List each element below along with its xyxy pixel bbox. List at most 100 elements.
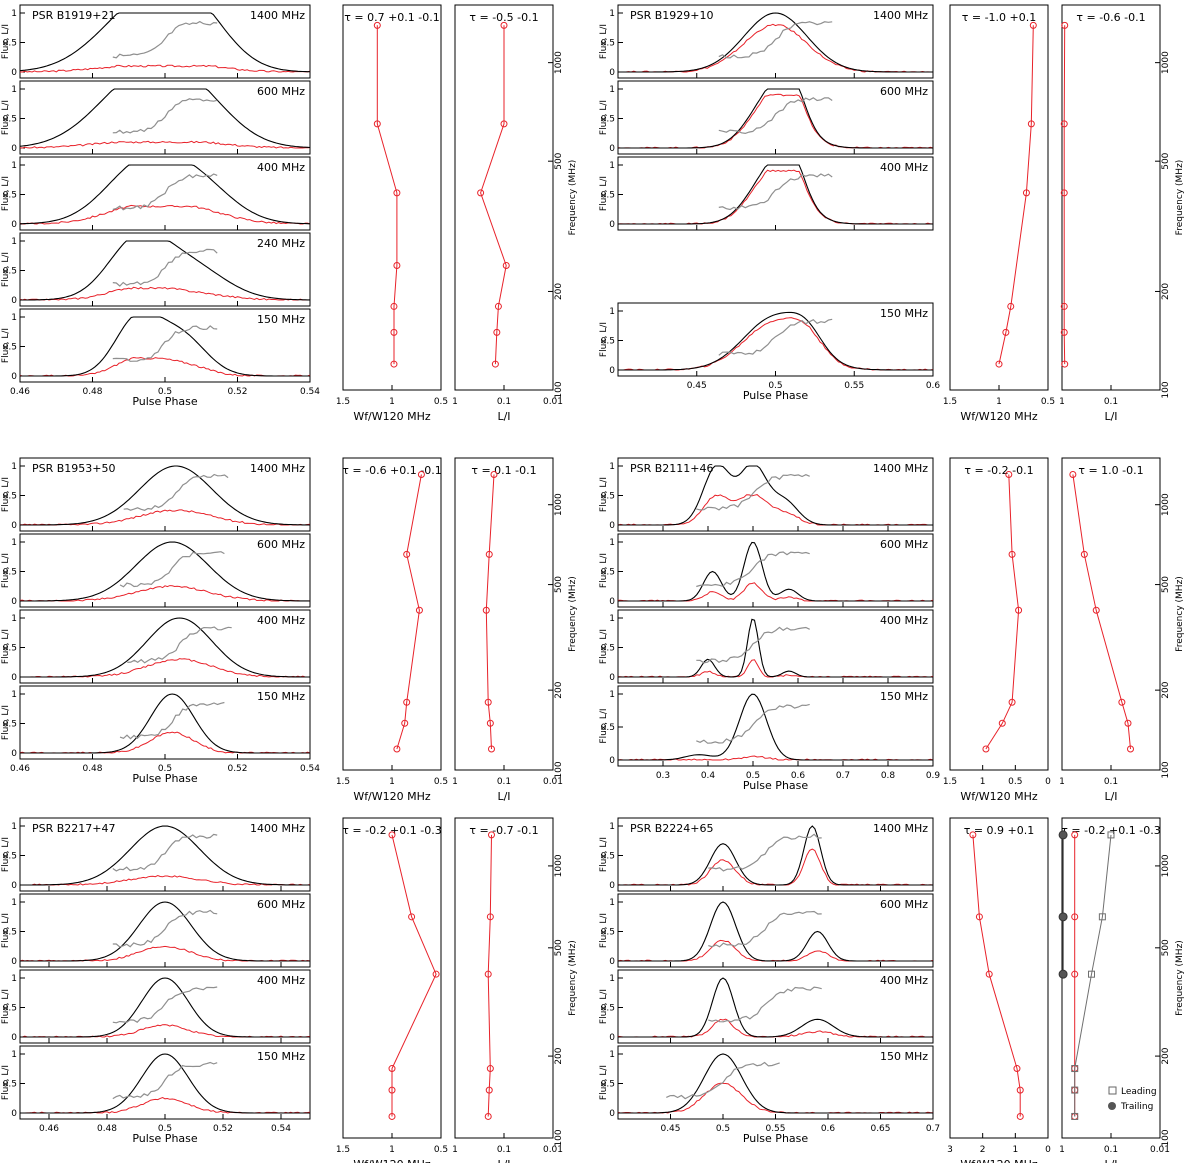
width-series-point	[1013, 1065, 1021, 1073]
y-tick-label: 0.5	[3, 115, 17, 125]
y-tick-label: 0.5	[601, 492, 615, 502]
lfrac-series-point	[487, 831, 495, 839]
lfrac-series-point	[484, 1112, 492, 1120]
y-tick-label: 0	[11, 881, 17, 891]
freq-tick-label: 200	[554, 681, 564, 698]
width-series-point	[417, 470, 425, 478]
pa-swing-line	[708, 910, 822, 948]
pa-swing-line	[112, 986, 218, 1024]
pa-swing-line	[696, 473, 810, 511]
y-tick-label: 1	[11, 898, 17, 908]
trailing-series-point	[1058, 830, 1068, 840]
x-tick-label: 0.52	[213, 1124, 233, 1134]
flux-axis-label: Flux, L/I	[599, 24, 609, 59]
y-tick-label: 0	[609, 68, 615, 78]
width-tick-label: 0	[1045, 1145, 1051, 1155]
linear-profile-line	[19, 945, 311, 962]
x-tick-label: 0.55	[844, 381, 864, 391]
x-tick-label: 0.7	[836, 771, 850, 781]
lfrac-series-point	[484, 698, 492, 706]
freq-tick-label: 200	[1161, 681, 1171, 698]
width-series-point	[408, 913, 416, 921]
pa-swing-line	[112, 833, 218, 872]
width-series-point	[393, 262, 401, 270]
freq-tick-label: 100	[554, 1129, 564, 1146]
width-series-point	[373, 120, 381, 128]
linear-profile-line	[19, 286, 310, 301]
y-tick-label: 1	[609, 614, 615, 624]
total-intensity-line	[618, 977, 933, 1038]
lfrac-tick-label: 1	[452, 1145, 458, 1155]
pulsar-name: PSR B1929+10	[630, 9, 714, 22]
y-tick-label: 0.5	[601, 39, 615, 49]
width-tick-label: 3	[947, 1145, 953, 1155]
legend-trailing-label: Trailing	[1120, 1102, 1153, 1112]
width-series-point	[985, 970, 993, 978]
lfrac-series-point	[1071, 970, 1079, 978]
freq-tick-label: 500	[1161, 152, 1171, 169]
pa-swing-line	[112, 325, 218, 362]
flux-axis-label: Flux, L/I	[599, 708, 609, 743]
total-intensity-line	[20, 316, 310, 377]
lfrac-series-point	[500, 21, 508, 29]
profile-frame	[617, 533, 934, 608]
frequency-label: 240 MHz	[257, 237, 305, 250]
y-tick-label: 0	[11, 296, 17, 306]
lfrac-series-point	[484, 970, 492, 978]
y-tick-label: 0	[609, 220, 615, 230]
frequency-label: 400 MHz	[257, 614, 305, 627]
flux-axis-label: Flux, L/I	[1, 24, 11, 59]
pa-swing-line	[708, 833, 822, 872]
x-tick-label: 0.5	[746, 771, 760, 781]
freq-tick-label: 100	[554, 761, 564, 778]
frequency-label: 150 MHz	[257, 690, 305, 703]
lfrac-series-point	[1071, 913, 1079, 921]
pulse-phase-label: Pulse Phase	[132, 1132, 198, 1145]
x-tick-label: 0.46	[10, 764, 30, 774]
width-series-point	[975, 913, 983, 921]
width-tick-label: 1	[980, 777, 986, 787]
lfrac-series-point	[1060, 120, 1068, 128]
linear-profile-line	[617, 1082, 934, 1114]
pa-swing-line	[708, 986, 822, 1023]
y-tick-label: 0	[11, 749, 17, 759]
total-intensity-line	[20, 825, 310, 886]
pulsar-name: PSR B1953+50	[32, 462, 116, 475]
width-series-point	[1008, 550, 1016, 558]
flux-axis-label: Flux, L/I	[1, 252, 11, 287]
y-tick-label: 0	[609, 957, 615, 967]
width-series-point	[390, 360, 398, 368]
width-axis-label: Wf/W120 MHz	[353, 410, 431, 423]
lfrac-axis-label: L/I	[1104, 410, 1117, 423]
profile-frame	[617, 685, 934, 767]
freq-tick-label: 1000	[1161, 493, 1171, 516]
width-series-point	[388, 1065, 396, 1073]
freq-tick-label: 1000	[554, 51, 564, 74]
pa-swing-line	[119, 551, 225, 588]
width-series-point	[995, 360, 1003, 368]
width-series-point	[1002, 328, 1010, 336]
width-tick-label: 0.5	[1041, 397, 1055, 407]
lfrac-axis-label: L/I	[497, 1158, 510, 1163]
y-tick-label: 0	[11, 597, 17, 607]
width-tick-label: 1.5	[943, 777, 957, 787]
x-tick-label: 0.48	[82, 764, 102, 774]
lfrac-series-point	[1124, 719, 1132, 727]
freq-tick-label: 200	[554, 283, 564, 300]
width-tau-label: τ = 0.7 +0.1 -0.1	[344, 11, 440, 24]
width-tick-label: 1	[389, 777, 395, 787]
width-series-point	[1008, 698, 1016, 706]
y-tick-label: 1	[609, 307, 615, 317]
y-tick-label: 0.5	[601, 568, 615, 578]
lfrac-tau-label: τ = -0.5 -0.1	[469, 11, 538, 24]
legend: Leading Trailing	[1108, 1086, 1157, 1112]
lfrac-tau-label: τ = 0.1 -0.1	[471, 464, 536, 477]
lfrac-series-point	[477, 189, 485, 197]
y-tick-label: 0.5	[601, 115, 615, 125]
frequency-label: 150 MHz	[257, 1050, 305, 1063]
lfrac-series-point	[485, 1086, 493, 1094]
total-intensity-line	[618, 311, 933, 371]
lfrac-series-point	[486, 913, 494, 921]
